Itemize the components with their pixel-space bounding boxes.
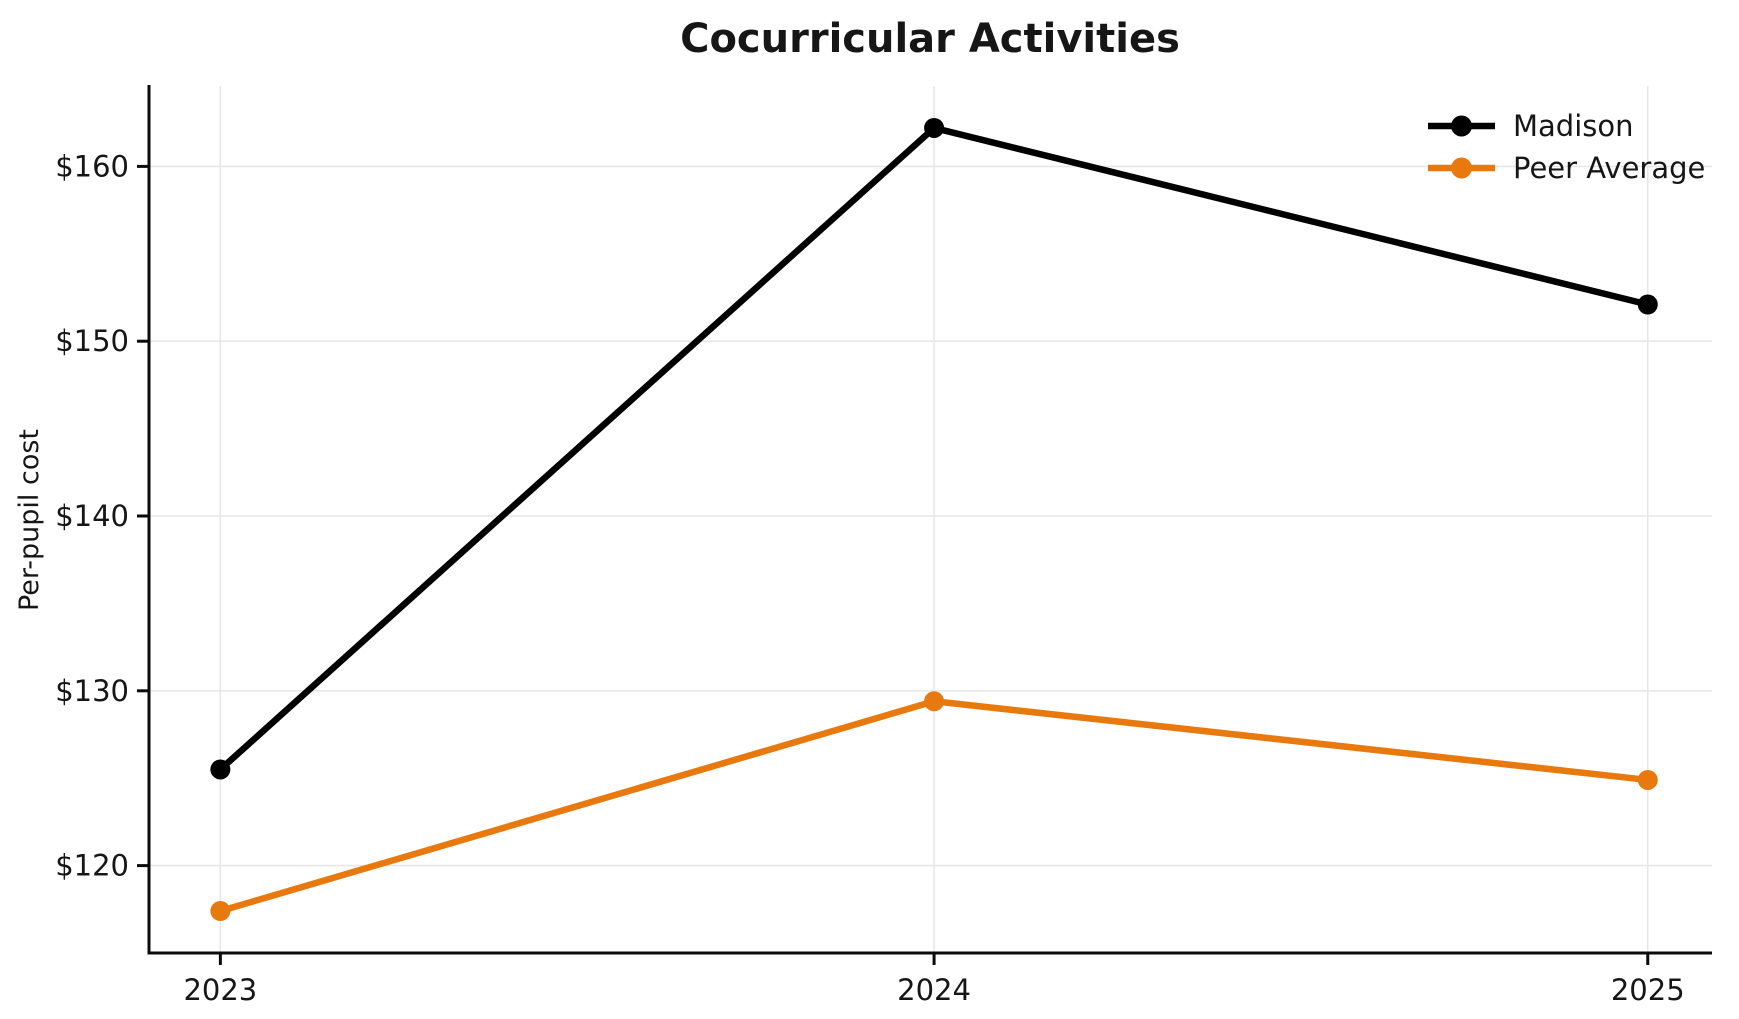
gridlines — [149, 86, 1712, 953]
legend: Madison Peer Average — [1428, 109, 1705, 185]
legend-label-madison: Madison — [1513, 109, 1634, 143]
legend-item-peer-average: Peer Average — [1428, 151, 1705, 185]
x-tick-label: 2023 — [183, 973, 257, 1007]
x-tick-label: 2025 — [1611, 973, 1685, 1007]
y-tick-label: $160 — [55, 149, 129, 183]
data-point-madison — [1637, 294, 1658, 315]
y-tick-label: $140 — [55, 499, 129, 533]
y-tick-label: $130 — [55, 674, 129, 708]
data-point-peer-average — [924, 691, 945, 712]
data-point-madison — [210, 759, 231, 780]
series — [210, 117, 1658, 922]
legend-item-madison: Madison — [1428, 109, 1634, 143]
axes: 2023 2024 2025 $120 $130 $140 $150 $160 — [55, 85, 1712, 1007]
legend-marker-peer-average — [1451, 157, 1472, 179]
y-axis-label: Per-pupil cost — [14, 429, 45, 611]
x-tick-label: 2024 — [897, 973, 971, 1007]
data-point-peer-average — [210, 901, 231, 922]
legend-marker-madison — [1451, 115, 1472, 137]
data-point-peer-average — [1637, 769, 1658, 790]
y-tick-label: $150 — [55, 324, 129, 358]
y-tick-label: $120 — [55, 849, 129, 883]
data-point-madison — [924, 117, 945, 138]
legend-label-peer-average: Peer Average — [1513, 151, 1705, 185]
chart-title: Cocurricular Activities — [680, 16, 1180, 62]
